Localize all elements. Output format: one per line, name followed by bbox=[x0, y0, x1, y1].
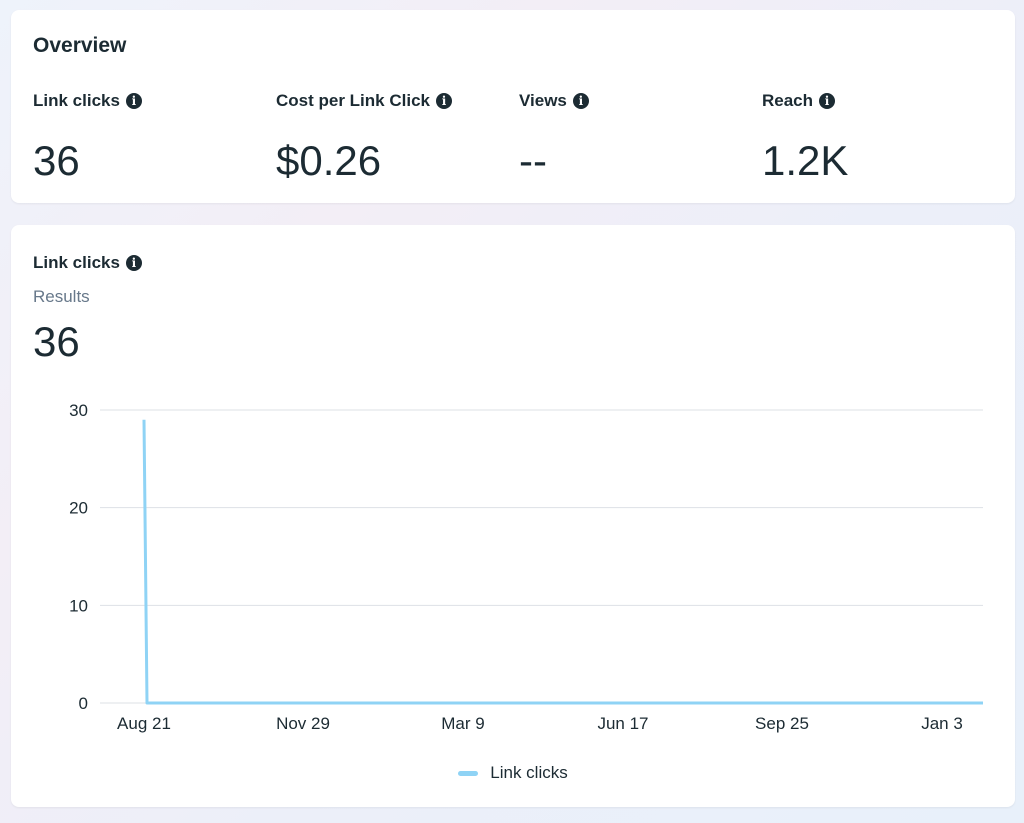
chart-title: Link clicks bbox=[33, 253, 120, 272]
metric-cost-per-link-click: Cost per Link Click i $0.26 bbox=[276, 90, 506, 182]
metric-label: Reach bbox=[762, 91, 814, 110]
info-icon[interactable]: i bbox=[125, 93, 142, 109]
metric-value: -- bbox=[519, 137, 547, 184]
y-axis-ticks: 0 10 20 30 bbox=[69, 401, 88, 713]
chart-total: 36 bbox=[33, 318, 80, 365]
link-clicks-chart-card: Link clicks i Results 36 0 10 20 30 Aug 21 N… bbox=[11, 225, 1015, 807]
series-layer bbox=[142, 419, 983, 705]
legend-swatch bbox=[458, 770, 479, 776]
x-tick-label: Aug 21 bbox=[117, 714, 171, 733]
info-icon[interactable]: i bbox=[572, 93, 589, 109]
metric-views: Views i -- bbox=[519, 90, 749, 182]
overview-title: Overview bbox=[33, 34, 127, 57]
x-tick-label: Jun 17 bbox=[597, 714, 648, 733]
metric-label: Views bbox=[519, 91, 567, 110]
metric-label: Link clicks bbox=[33, 91, 120, 110]
chart-subtitle: Results bbox=[33, 287, 90, 306]
y-tick-label: 20 bbox=[69, 499, 88, 518]
info-icon[interactable]: i bbox=[435, 93, 452, 109]
info-icon[interactable]: i bbox=[819, 93, 836, 109]
x-axis-ticks: Aug 21 Nov 29 Mar 9 Jun 17 Sep 25 Jan 3 bbox=[117, 714, 963, 733]
metric-value: $0.26 bbox=[276, 137, 382, 184]
y-tick-label: 0 bbox=[79, 694, 88, 713]
metric-label: Cost per Link Click bbox=[276, 91, 430, 110]
x-tick-label: Nov 29 bbox=[276, 714, 330, 733]
line-chart[interactable]: 0 10 20 30 Aug 21 Nov 29 Mar 9 Jun 17 Sep 25 Jan… bbox=[11, 225, 1015, 765]
metric-value: 1.2K bbox=[762, 137, 849, 184]
x-tick-label: Jan 3 bbox=[921, 714, 963, 733]
y-tick-label: 30 bbox=[69, 401, 88, 420]
series-line-link-clicks[interactable] bbox=[142, 419, 983, 705]
chart-title-row: Link clicks i bbox=[33, 253, 142, 273]
y-tick-label: 10 bbox=[69, 596, 88, 615]
metric-reach: Reach i 1.2K bbox=[762, 90, 992, 182]
metric-value: 36 bbox=[33, 137, 80, 184]
overview-card: Overview Link clicks i 36 Cost per Link … bbox=[11, 10, 1015, 203]
info-icon[interactable]: i bbox=[125, 255, 142, 271]
legend-label: Link clicks bbox=[490, 763, 568, 782]
metric-link-clicks: Link clicks i 36 bbox=[33, 90, 263, 182]
chart-legend[interactable]: Link clicks bbox=[11, 763, 1015, 783]
x-tick-label: Sep 25 bbox=[755, 714, 809, 733]
grid-layer bbox=[100, 409, 983, 704]
x-tick-label: Mar 9 bbox=[441, 714, 484, 733]
